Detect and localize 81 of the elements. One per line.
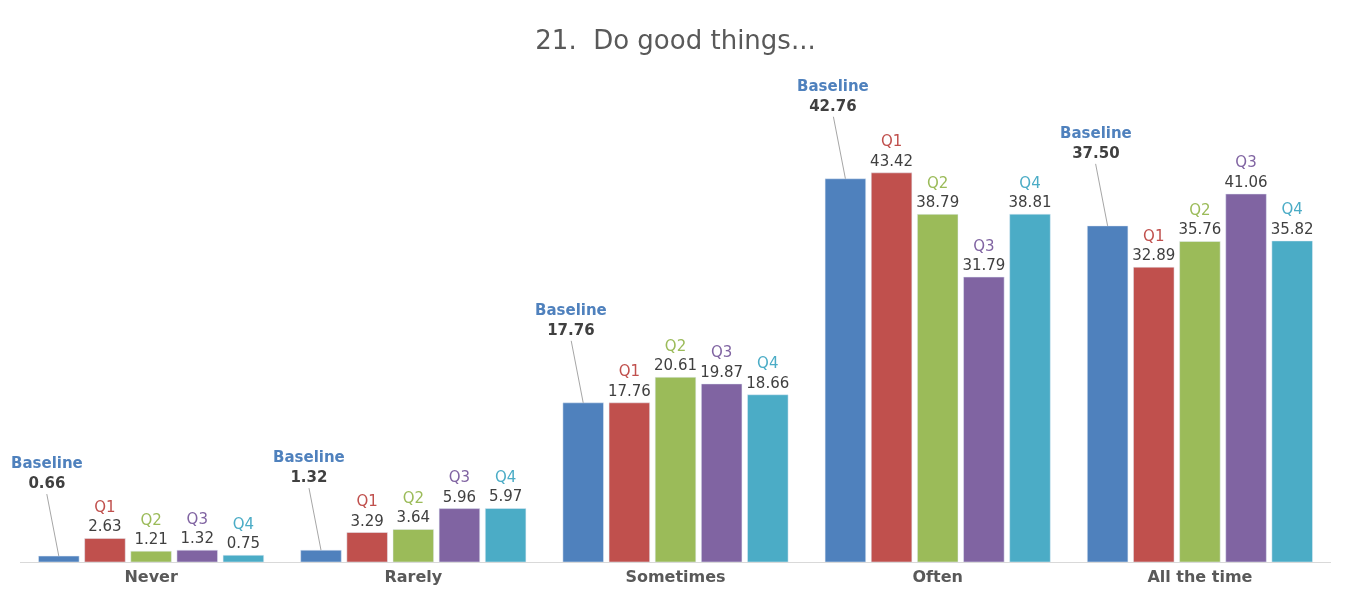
bar — [963, 276, 1005, 562]
bar — [84, 538, 126, 562]
text: Q3 — [1235, 153, 1257, 172]
data-label: 5.97 — [488, 487, 523, 506]
data-label: 38.81 — [1008, 193, 1052, 212]
data-label: 37.50 — [1072, 143, 1120, 162]
data-label: 1.21 — [134, 530, 168, 549]
data-label: 1.32 — [290, 467, 328, 486]
bar — [1271, 240, 1313, 562]
data-label: 18.66 — [746, 373, 790, 392]
data-label: 42.76 — [809, 96, 857, 115]
text: Q3 — [710, 343, 733, 362]
data-label: 0.75 — [226, 534, 261, 553]
x-tick-label: Sometimes — [625, 567, 726, 587]
text: Q1 — [356, 492, 378, 511]
bar — [1009, 213, 1051, 562]
bar — [562, 402, 604, 562]
bar — [130, 550, 172, 562]
data-label: 31.79 — [962, 256, 1006, 275]
bar — [300, 549, 342, 562]
text: Q4 — [1281, 200, 1303, 219]
text: Baseline — [1060, 124, 1132, 142]
bar — [917, 214, 959, 562]
data-label: 35.82 — [1270, 219, 1314, 238]
text: Q1 — [880, 132, 903, 151]
bar — [222, 555, 264, 562]
text: Baseline — [273, 448, 345, 466]
bar — [608, 402, 650, 562]
text: Q2 — [1189, 200, 1211, 219]
data-label: 35.76 — [1178, 220, 1222, 239]
bar — [1133, 266, 1175, 562]
bar — [824, 178, 866, 562]
text: Q4 — [494, 467, 517, 486]
bar — [485, 508, 527, 562]
data-label: 32.89 — [1132, 246, 1176, 265]
text: Baseline — [535, 301, 607, 319]
data-label: 3.64 — [396, 508, 430, 527]
bar — [654, 377, 697, 562]
bar — [346, 532, 388, 562]
text: Q2 — [402, 488, 424, 507]
data-label: 20.61 — [654, 356, 697, 375]
text: Q4 — [757, 354, 779, 373]
text: Q4 — [1019, 173, 1041, 192]
bar — [701, 383, 743, 562]
bar — [392, 529, 434, 562]
bar — [1087, 225, 1129, 562]
series-label: Q1 — [1143, 226, 1165, 245]
bar — [871, 172, 913, 562]
bar — [438, 508, 480, 562]
bar — [1225, 193, 1267, 562]
bar — [38, 555, 80, 562]
bar — [747, 394, 789, 562]
data-label: 5.96 — [442, 487, 477, 506]
text: Q2 — [927, 173, 949, 192]
data-label: 38.79 — [916, 193, 960, 212]
series-label: Q2 — [140, 510, 162, 529]
data-label: 41.06 — [1224, 172, 1268, 191]
x-tick-label: Often — [912, 567, 963, 587]
text: Q1 — [618, 362, 641, 381]
data-label: 1.32 — [180, 529, 214, 548]
text: Baseline — [11, 454, 83, 472]
series-label: Q4 — [232, 514, 255, 533]
data-label: 19.87 — [700, 362, 744, 381]
data-label: 17.76 — [547, 320, 595, 339]
chart-title: 21. Do good things... — [535, 24, 816, 55]
text: Q2 — [664, 336, 687, 355]
series-label: Q3 — [186, 509, 208, 528]
text: Q3 — [448, 468, 471, 487]
data-label: 2.63 — [88, 517, 122, 536]
data-label: 43.42 — [870, 151, 914, 170]
x-tick-label: Rarely — [384, 567, 443, 587]
x-tick-label: Never — [124, 567, 178, 587]
text: Baseline — [797, 77, 869, 95]
text: Q3 — [973, 236, 995, 255]
bar — [176, 549, 218, 562]
x-tick-label: All the time — [1147, 567, 1253, 587]
data-label: 0.66 — [28, 473, 66, 492]
text: Q1 — [94, 497, 116, 516]
data-label: 17.76 — [607, 381, 651, 400]
data-label: 3.29 — [350, 511, 384, 530]
bar — [1179, 241, 1221, 562]
